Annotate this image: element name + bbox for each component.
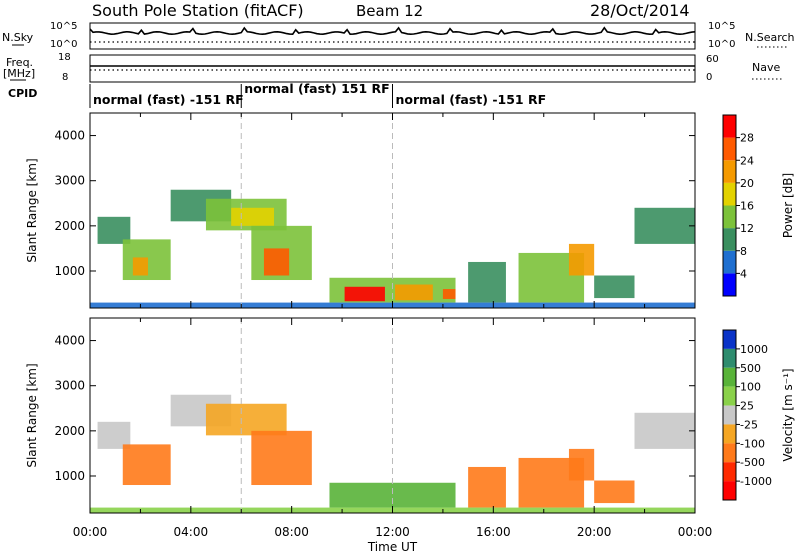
nave-tick-top: 60 (706, 54, 719, 65)
colorbar-swatch (723, 462, 736, 482)
colorbar-swatch (723, 367, 736, 387)
x-tick-label: 00:00 (678, 525, 713, 539)
cpid-segment-label: normal (fast) -151 RF (396, 92, 547, 107)
colorbar-tick-label: -25 (740, 418, 758, 431)
data-cell (344, 286, 385, 302)
cpid-segment-label: normal (fast) -151 RF (93, 92, 244, 107)
station-title: South Pole Station (fitACF) (92, 1, 304, 20)
colorbar-label: Velocity [m s⁻¹] (781, 368, 795, 461)
x-tick-label: 04:00 (174, 525, 209, 539)
y-tick-label: 4000 (54, 129, 85, 143)
nave-tick-bottom: 0 (706, 72, 713, 83)
freq-panel-frame (89, 54, 696, 83)
nsky-tick-top: 10^5 (50, 21, 78, 32)
data-cell (468, 466, 506, 508)
nave-label: Nave (752, 61, 781, 74)
colorbar-tick-label: 28 (740, 132, 754, 145)
data-cell (594, 480, 635, 504)
colorbar-swatch (723, 405, 736, 425)
y-tick-label: 2000 (54, 424, 85, 438)
y-tick-label: 1000 (54, 264, 85, 278)
data-cell (568, 448, 595, 481)
freq-tick-top: 18 (58, 52, 71, 63)
colorbar-tick-label: 16 (740, 200, 754, 213)
data-cell (263, 248, 290, 276)
y-axis-label: Slant Range [km] (25, 363, 39, 467)
x-tick-label: 20:00 (577, 525, 612, 539)
colorbar-tick-label: -100 (740, 437, 765, 450)
colorbar-swatch (723, 250, 736, 274)
data-cell (205, 403, 287, 436)
colorbar-swatch (723, 348, 736, 368)
y-axis-label: Slant Range [km] (25, 158, 39, 262)
data-cell (122, 444, 171, 486)
y-tick-label: 3000 (54, 379, 85, 393)
nsky-panel-frame (89, 22, 696, 50)
colorbar-swatch (723, 160, 736, 183)
colorbar-swatch (723, 386, 736, 406)
colorbar-swatch (723, 115, 736, 138)
colorbar-swatch (723, 137, 736, 161)
y-tick-label: 4000 (54, 334, 85, 348)
data-cell (634, 207, 695, 244)
data-cell (251, 430, 312, 486)
colorbar-tick-label: -500 (740, 456, 765, 469)
data-cell (468, 261, 506, 303)
x-tick-label: 16:00 (476, 525, 511, 539)
colorbar-label: Power [dB] (781, 173, 795, 238)
freq-label: Freq. (6, 56, 34, 69)
freq-unit: [MHz] (3, 67, 36, 80)
x-tick-label: 00:00 (73, 525, 108, 539)
colorbar-swatch (723, 330, 736, 349)
data-cell (132, 257, 148, 276)
colorbar-tick-label: 500 (740, 362, 761, 375)
colorbar-tick-label: 20 (740, 177, 754, 190)
nsky-trace (89, 26, 696, 36)
y-tick-label: 3000 (54, 174, 85, 188)
cpid-label: CPID (8, 87, 38, 100)
cpid-segment-label: normal (fast) 151 RF (244, 81, 389, 96)
colorbar-frame (722, 329, 737, 501)
colorbar-tick-label: 1000 (740, 343, 768, 356)
colorbar-swatch (723, 228, 736, 251)
colorbar-swatch (723, 273, 736, 296)
data-cell (594, 275, 635, 299)
x-tick-label: 08:00 (274, 525, 309, 539)
nsky-label: N.Sky (2, 31, 34, 44)
colorbar-tick-label: 4 (740, 267, 747, 280)
data-cell (568, 243, 595, 276)
colorbar-tick-label: -1000 (740, 475, 772, 488)
nsearch-tick-bottom: 10^0 (708, 39, 736, 50)
date-label: 28/Oct/2014 (590, 1, 690, 20)
colorbar-tick-label: 8 (740, 245, 747, 258)
colorbar-swatch (723, 205, 736, 229)
y-tick-label: 1000 (54, 469, 85, 483)
y-tick-label: 2000 (54, 219, 85, 233)
nsearch-label: N.Search (745, 31, 795, 44)
colorbar-tick-label: 12 (740, 222, 754, 235)
colorbar-swatch (723, 481, 736, 500)
x-axis-label: Time UT (367, 540, 418, 554)
data-cell (634, 412, 695, 449)
colorbar-swatch (723, 182, 736, 206)
data-cell (395, 284, 433, 301)
data-cell (231, 207, 275, 226)
power-panel (90, 189, 695, 308)
beam-label: Beam 12 (356, 2, 424, 20)
x-tick-label: 12:00 (375, 525, 410, 539)
colorbar-swatch (723, 424, 736, 444)
freq-tick-bottom: 8 (62, 72, 69, 83)
colorbar-tick-label: 24 (740, 154, 754, 167)
colorbar-tick-label: 100 (740, 381, 761, 394)
colorbar-tick-label: 25 (740, 400, 754, 413)
colorbar-swatch (723, 443, 736, 463)
nsky-tick-bottom: 10^0 (50, 39, 78, 50)
data-cell (442, 289, 456, 299)
nsearch-tick-top: 10^5 (708, 21, 736, 32)
